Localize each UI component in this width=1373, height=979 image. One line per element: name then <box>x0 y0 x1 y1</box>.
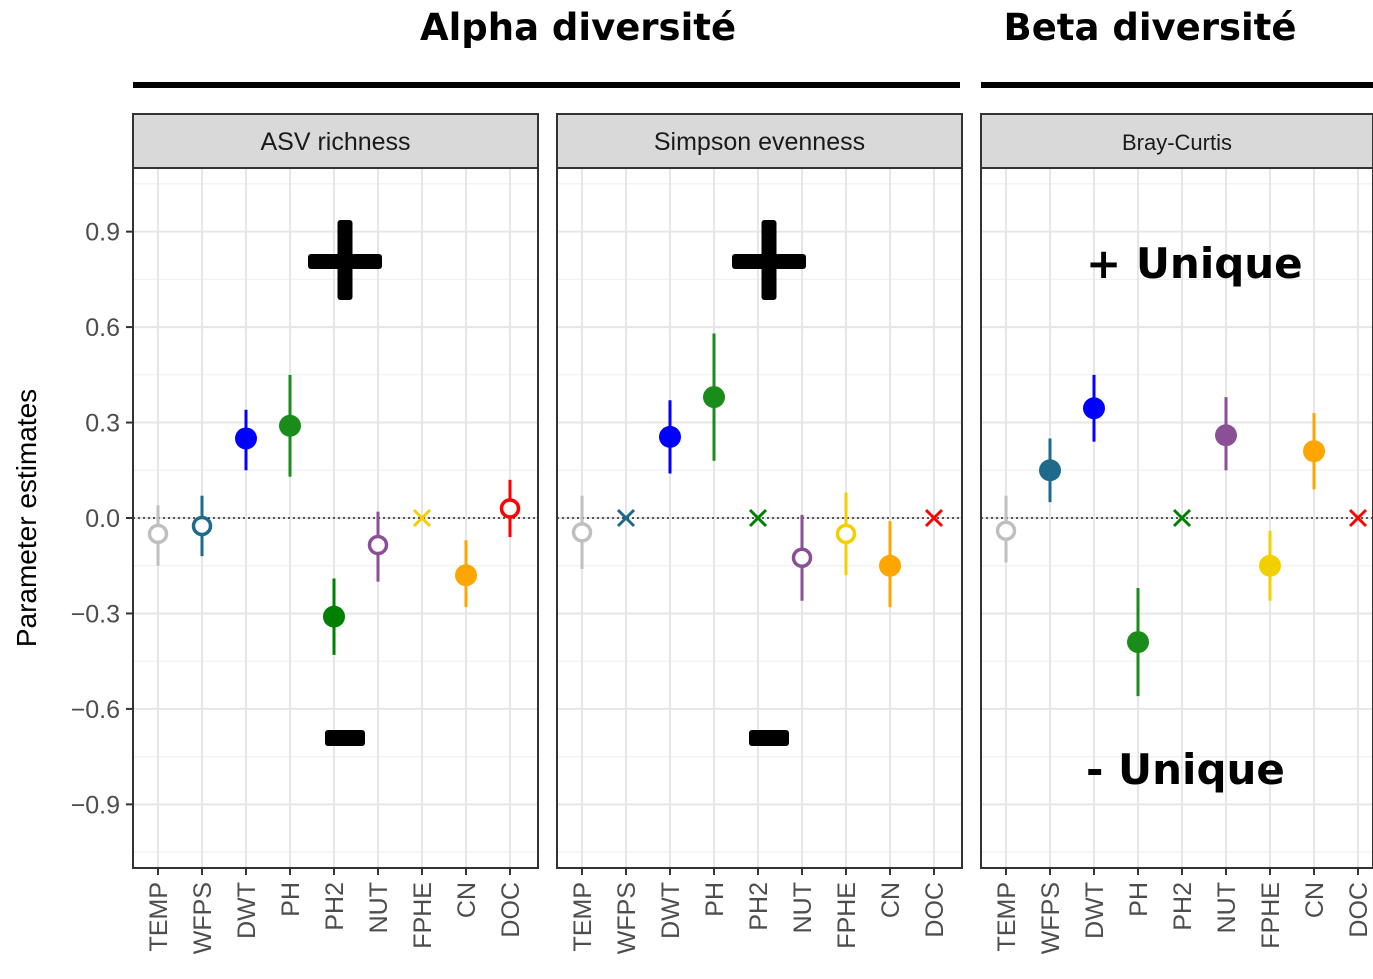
y-tick-label: −0.6 <box>71 696 120 724</box>
point-cross-FPHE <box>412 508 432 528</box>
y-tick-label: −0.9 <box>71 791 120 819</box>
point-open-DOC <box>499 498 521 519</box>
point-CN <box>1303 440 1325 463</box>
y-axis-title: Parameter estimates <box>11 389 42 647</box>
strip-box <box>556 113 963 169</box>
x-tick-label: CN <box>1301 882 1329 918</box>
x-tick-label: WFPS <box>613 882 641 954</box>
panel-border <box>980 167 1373 869</box>
plus-symbol-vertical <box>761 220 777 300</box>
point-open-TEMP <box>147 523 169 545</box>
minus-unique-label: - Unique <box>1086 745 1285 794</box>
point-cross-WFPS <box>616 508 636 528</box>
x-tick-label: DWT <box>1081 882 1109 939</box>
x-tick-label: PH <box>1125 882 1153 917</box>
x-tick-label: DOC <box>921 882 949 938</box>
point-open-NUT <box>791 547 813 569</box>
x-tick-label: PH <box>701 882 729 917</box>
point-PH <box>1127 631 1149 654</box>
point-cross-DOC <box>1348 508 1368 528</box>
x-tick-label: DOC <box>497 882 525 938</box>
y-tick-label: 0.3 <box>85 410 120 438</box>
strip-label: Bray-Curtis <box>1122 130 1232 155</box>
strip-label: Simpson evenness <box>654 128 865 156</box>
x-tick-label: NUT <box>789 882 817 933</box>
x-tick-label: WFPS <box>1037 882 1065 954</box>
minus-symbol <box>749 730 789 746</box>
x-tick-label: TEMP <box>993 882 1021 951</box>
x-tick-label: TEMP <box>569 882 597 951</box>
point-DWT <box>659 425 681 448</box>
x-tick-label: PH2 <box>1169 882 1197 931</box>
y-tick-label: 0.6 <box>85 314 120 342</box>
x-tick-label: FPHE <box>1257 882 1285 949</box>
plus-unique-label: + Unique <box>1086 239 1303 288</box>
point-DWT <box>1083 397 1105 420</box>
x-tick-label: DWT <box>233 882 261 939</box>
minus-symbol <box>325 730 365 746</box>
panel-2: Bray-Curtis + Unique - Unique TEMP WFPS DWT PH… <box>980 113 1373 954</box>
strip-label: ASV richness <box>260 128 410 156</box>
x-tick-label: TEMP <box>145 882 173 951</box>
x-tick-label: CN <box>453 882 481 918</box>
point-open-TEMP <box>571 522 593 543</box>
x-tick-label: PH <box>277 882 305 917</box>
panel-0: ASV richness TEMP WFPS DWT PH PH2 NUT FPHE CN DOC <box>132 113 539 954</box>
x-tick-label: FPHE <box>409 882 437 949</box>
x-tick-label: DWT <box>657 882 685 939</box>
panel-1: Simpson evenness TEMP WFPS DWT PH PH2 NUT FPHE C… <box>556 113 963 954</box>
x-tick-label: DOC <box>1345 882 1373 938</box>
x-tick-label: FPHE <box>833 882 861 949</box>
point-NUT <box>1215 424 1237 447</box>
point-PH2 <box>323 605 345 628</box>
x-tick-label: PH2 <box>321 882 349 931</box>
x-tick-label: NUT <box>365 882 393 933</box>
strip-box <box>132 113 539 169</box>
group-title-1: Beta diversité <box>1004 6 1297 49</box>
group-title-0: Alpha diversité <box>420 6 736 49</box>
panel-border <box>556 167 963 869</box>
point-open-FPHE <box>835 523 857 545</box>
point-PH <box>703 386 725 409</box>
point-open-NUT <box>367 534 389 556</box>
point-CN <box>455 564 477 587</box>
point-open-TEMP <box>995 520 1017 541</box>
x-tick-label: NUT <box>1213 882 1241 933</box>
point-DWT <box>235 427 257 450</box>
point-cross-PH2 <box>1172 508 1192 528</box>
y-tick-label: 0.9 <box>85 219 120 247</box>
point-open-WFPS <box>191 515 213 537</box>
point-FPHE <box>1259 554 1281 577</box>
x-tick-label: PH2 <box>745 882 773 931</box>
point-cross-DOC <box>924 508 944 528</box>
point-PH <box>279 414 301 437</box>
plus-symbol-vertical <box>337 220 353 300</box>
x-tick-label: WFPS <box>189 882 217 954</box>
point-CN <box>879 554 901 577</box>
y-tick-label: 0.0 <box>85 505 120 533</box>
x-tick-label: CN <box>877 882 905 918</box>
point-cross-PH2 <box>748 508 768 528</box>
y-tick-label: −0.3 <box>71 600 120 628</box>
point-WFPS <box>1039 459 1061 482</box>
